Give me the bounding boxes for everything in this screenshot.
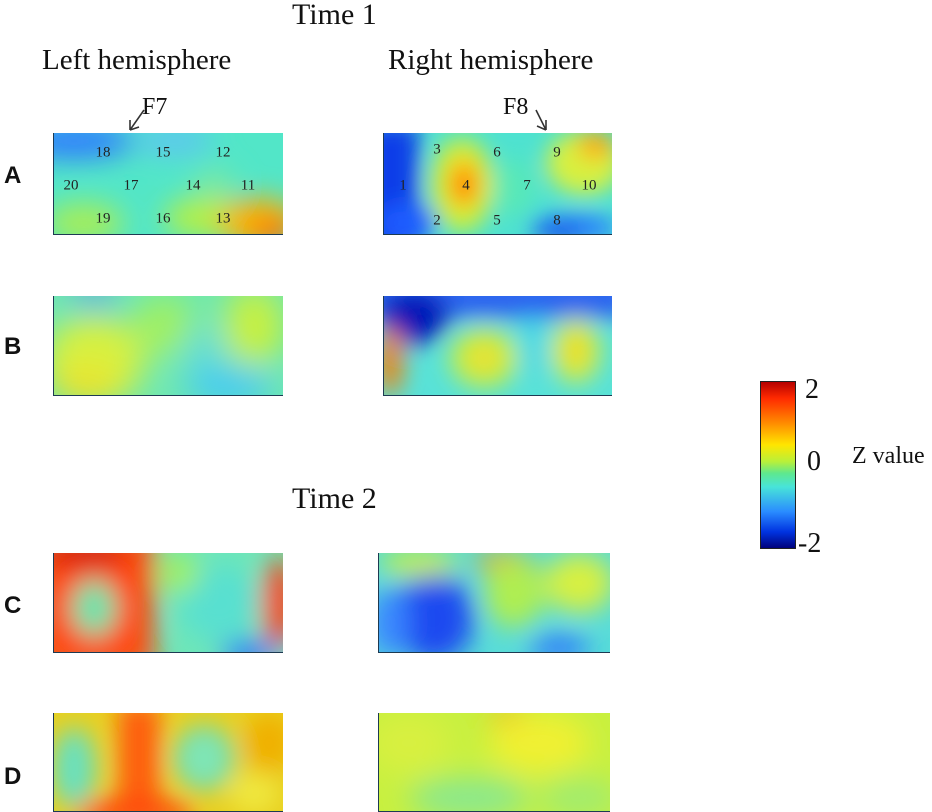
electrode-label: 20: [63, 177, 79, 194]
heatmap-time2-c-right: [378, 553, 610, 653]
heatmap-time2-c-left: [53, 553, 283, 653]
electrode-label: 5: [493, 212, 501, 229]
time1-heading: Time 1: [292, 0, 377, 31]
electrode-label: 17: [123, 177, 139, 194]
electrode-label: 16: [155, 210, 171, 227]
time2-heading: Time 2: [292, 482, 377, 515]
electrode-label: 9: [553, 144, 561, 161]
electrode-label: 7: [523, 177, 531, 194]
colorbar: [760, 381, 796, 549]
electrode-label: 11: [240, 177, 256, 194]
heatmap-time1-b-left: [53, 296, 283, 396]
row-label-c: C: [4, 592, 22, 619]
electrode-label: 6: [493, 144, 501, 161]
electrode-label: 15: [155, 144, 171, 161]
row-label-a: A: [4, 162, 22, 189]
colorbar-min-label: -2: [798, 528, 822, 559]
heatmap-time1-a-left: [53, 133, 283, 235]
electrode-label: 4: [462, 177, 470, 194]
f7-arrow-icon: [129, 109, 145, 131]
row-label-d: D: [4, 763, 22, 790]
electrode-label: 8: [553, 212, 561, 229]
heatmap-time1-b-right: [383, 296, 612, 396]
electrode-label: 19: [95, 210, 111, 227]
electrode-label: 14: [185, 177, 201, 194]
colorbar-mid-label: 0: [807, 446, 821, 477]
f8-arrow-icon: [535, 109, 547, 131]
electrode-label: 13: [215, 210, 231, 227]
f8-marker-label: F8: [503, 94, 529, 120]
left-hemisphere-heading: Left hemisphere: [42, 44, 232, 76]
electrode-label: 18: [95, 144, 111, 161]
electrode-label: 12: [215, 144, 231, 161]
heatmap-time1-a-right: [383, 133, 612, 235]
f7-marker-label: F7: [142, 94, 168, 120]
heatmap-time2-d-left: [53, 713, 283, 812]
electrode-label: 2: [433, 212, 441, 229]
heatmap-time2-d-right: [378, 713, 610, 812]
right-hemisphere-heading: Right hemisphere: [388, 44, 594, 76]
row-label-b: B: [4, 333, 22, 360]
electrode-label: 10: [581, 177, 597, 194]
electrode-label: 1: [399, 177, 407, 194]
colorbar-title: Z value: [852, 443, 925, 469]
electrode-label: 3: [433, 141, 441, 158]
colorbar-max-label: 2: [805, 374, 819, 405]
